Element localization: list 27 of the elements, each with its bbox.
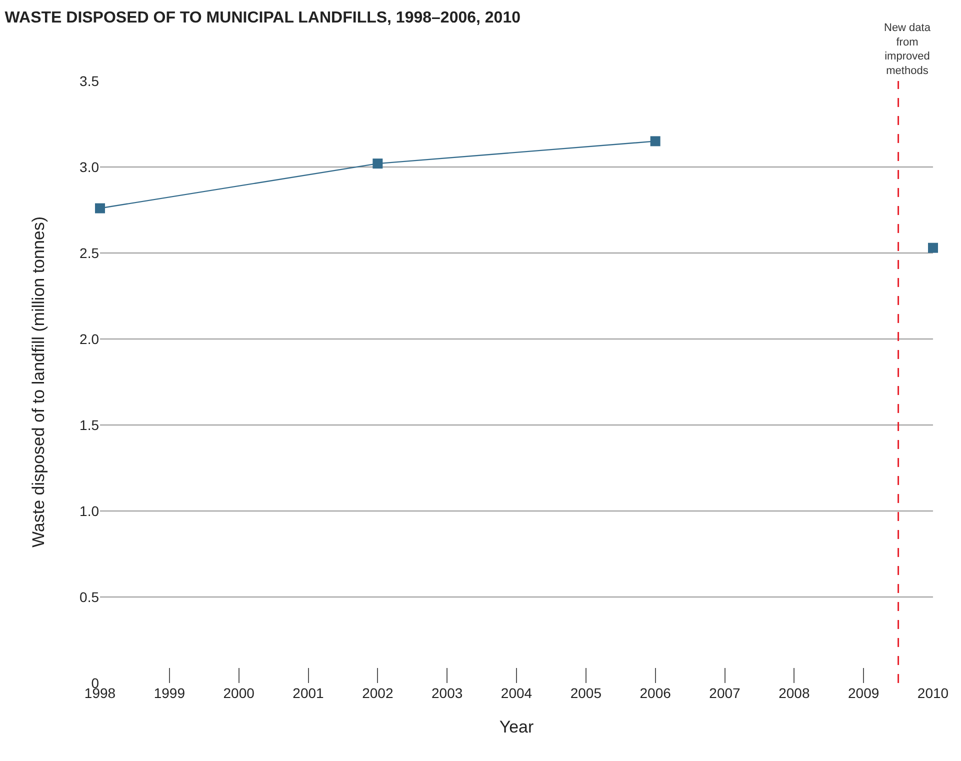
x-tick-label: 2009 (848, 685, 880, 701)
chart-title: WASTE DISPOSED OF TO MUNICIPAL LANDFILLS, 1998–2006, 2010 (4, 10, 521, 27)
x-tick-label: 2007 (709, 685, 741, 701)
point (650, 136, 660, 146)
ref-line-label: New data from improved methods (884, 22, 932, 77)
x-tick-label: 2010 (917, 685, 949, 701)
x-tick-label: 2006 (640, 685, 672, 701)
y-tick-label: 2.0 (80, 330, 100, 347)
x-tick-label: 2001 (292, 685, 324, 701)
x-tick-label: 1999 (154, 685, 186, 701)
x-tick-label: 2003 (432, 685, 463, 701)
point (95, 203, 105, 214)
y-tick-label: 2.5 (80, 244, 100, 261)
x-tick-label: 2002 (362, 685, 394, 701)
point (928, 242, 938, 253)
y-tick-label: 1.0 (80, 502, 100, 519)
point (372, 158, 383, 169)
y-tick-label: 1.5 (80, 416, 100, 433)
y-axis-title: Waste disposed of to landfill (million tonnes) (29, 216, 48, 548)
x-tick-label: 2004 (500, 685, 532, 701)
x-axis-title: Year (499, 717, 534, 736)
y-tick-label: 3.5 (80, 72, 100, 89)
y-tick-label: 3.0 (80, 158, 100, 175)
x-tick-label: 2005 (570, 685, 602, 701)
x-tick-label: 2000 (223, 685, 255, 701)
y-tick-label: 0.5 (80, 588, 100, 605)
x-tick-label: 2008 (778, 685, 810, 701)
